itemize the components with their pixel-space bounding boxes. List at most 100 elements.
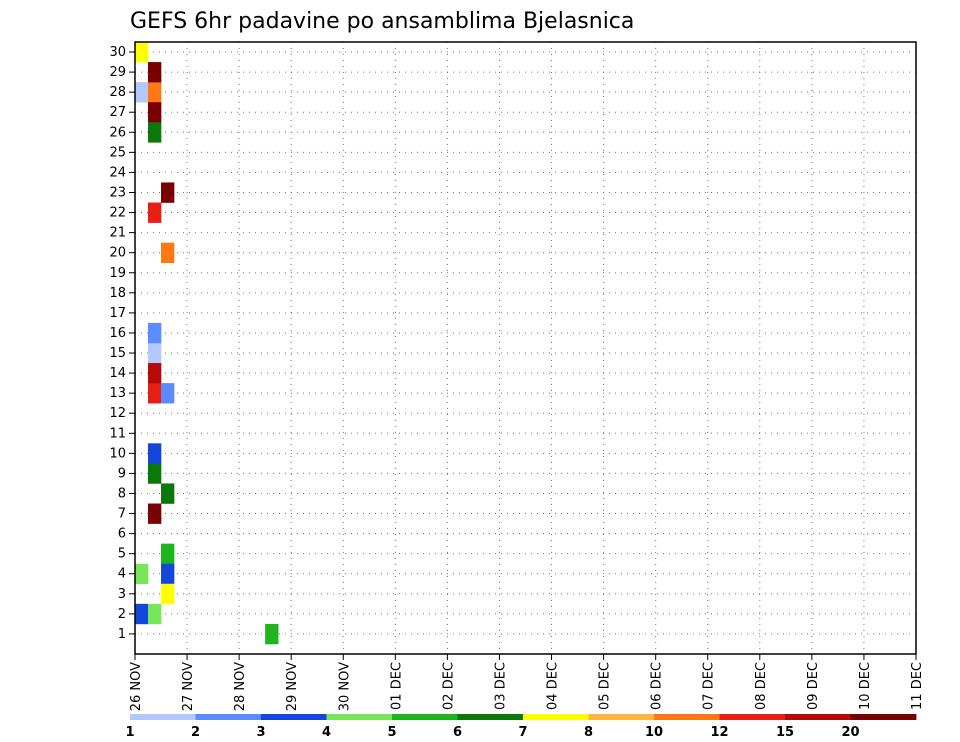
y-tick-label: 24	[109, 165, 126, 180]
x-tick-label: 05 DEC	[598, 662, 613, 710]
y-tick-label: 27	[109, 105, 126, 120]
legend-swatch	[785, 714, 851, 720]
y-tick-label: 8	[118, 486, 126, 501]
heatmap-cell	[135, 42, 149, 63]
heatmap-cell	[148, 102, 162, 123]
y-tick-label: 21	[109, 226, 126, 241]
x-tick-label: 29 NOV	[285, 662, 300, 711]
legend-label: 10	[645, 725, 663, 740]
plot-frame	[134, 41, 917, 655]
heatmap-cell	[148, 82, 162, 103]
x-tick-label: 03 DEC	[493, 662, 508, 710]
y-tick-label: 20	[109, 246, 126, 261]
heatmap-cell	[161, 383, 175, 404]
heatmap-cell	[135, 563, 149, 585]
legend-swatch	[457, 714, 524, 720]
x-tick-label: 11 DEC	[910, 662, 925, 710]
heatmap-cell	[148, 202, 162, 223]
y-tick-label: 18	[109, 286, 126, 301]
x-tick-label: 08 DEC	[754, 662, 769, 710]
x-tick-label: 06 DEC	[650, 662, 665, 710]
y-tick-label: 16	[109, 326, 126, 341]
x-tick-label: 04 DEC	[546, 662, 561, 710]
legend-swatch	[523, 714, 589, 720]
legend-label: 15	[776, 725, 794, 740]
y-tick-label: 28	[109, 85, 126, 100]
heatmap-cell	[161, 182, 175, 203]
x-tick-label: 09 DEC	[806, 662, 821, 710]
y-axis-ticks: 1234567891011121314151617181920212223242…	[109, 45, 135, 642]
x-tick-label: 27 NOV	[181, 662, 196, 711]
heatmap-cell	[148, 603, 162, 625]
y-tick-label: 22	[109, 206, 126, 221]
legend-label: 6	[453, 725, 462, 740]
y-tick-label: 23	[109, 185, 126, 200]
y-tick-label: 10	[109, 446, 126, 461]
legend-swatch	[719, 714, 786, 720]
heatmap-cell	[148, 503, 162, 524]
legend: 1 2 3 4 5 6 7 8 10 12 15 20	[125, 714, 917, 740]
cells-layer	[135, 42, 279, 645]
heatmap-cell	[265, 623, 279, 645]
y-tick-label: 25	[109, 145, 126, 160]
legend-swatch	[195, 714, 262, 720]
x-tick-label: 10 DEC	[858, 662, 873, 710]
legend-label: 5	[387, 725, 396, 740]
heatmap-cell	[148, 363, 162, 384]
y-tick-label: 17	[109, 306, 126, 321]
legend-swatch	[392, 714, 458, 720]
y-tick-label: 15	[109, 346, 126, 361]
heatmap-cell	[148, 463, 162, 484]
legend-swatch	[850, 714, 917, 720]
legend-label: 1	[125, 725, 134, 740]
legend-label: 7	[518, 725, 527, 740]
y-tick-label: 13	[109, 386, 126, 401]
legend-swatch	[130, 714, 196, 720]
y-tick-label: 3	[118, 587, 126, 602]
x-axis-ticks: 26 NOV 27 NOV 28 NOV 29 NOV 30 NOV 01 DEC 02 D…	[129, 654, 925, 711]
y-tick-label: 14	[109, 366, 126, 381]
heatmap-cell	[161, 483, 175, 504]
heatmap-cell	[135, 603, 149, 625]
x-tick-label: 30 NOV	[337, 662, 352, 711]
y-tick-label: 30	[109, 45, 126, 60]
legend-label: 12	[710, 725, 728, 740]
y-tick-label: 7	[118, 507, 126, 522]
heatmap-cell	[161, 583, 175, 605]
heatmap-cell	[161, 543, 175, 565]
legend-label: 20	[841, 725, 859, 740]
y-tick-label: 6	[118, 527, 126, 542]
legend-label: 3	[256, 725, 265, 740]
y-tick-label: 19	[109, 266, 126, 281]
y-tick-label: 11	[109, 426, 126, 441]
y-tick-label: 26	[109, 125, 126, 140]
legend-swatch	[326, 714, 393, 720]
grid-layer	[135, 42, 916, 654]
y-tick-label: 5	[118, 547, 126, 562]
legend-swatch	[588, 714, 655, 720]
y-tick-label: 4	[118, 567, 126, 582]
x-tick-label: 07 DEC	[702, 662, 717, 710]
x-tick-label: 28 NOV	[233, 662, 248, 711]
x-tick-label: 01 DEC	[389, 662, 404, 710]
heatmap-cell	[161, 242, 175, 264]
heatmap-cell	[148, 443, 162, 464]
heatmap-cell	[148, 383, 162, 404]
heatmap-cell	[135, 82, 149, 103]
heatmap-cell	[148, 342, 162, 364]
heatmap-cell	[148, 62, 162, 83]
legend-swatch	[654, 714, 720, 720]
heatmap-cell	[148, 322, 162, 344]
legend-label: 2	[191, 725, 200, 740]
x-tick-label: 02 DEC	[441, 662, 456, 710]
heatmap-cell	[161, 563, 175, 585]
y-tick-label: 29	[109, 65, 126, 80]
legend-label: 4	[322, 725, 331, 740]
y-tick-label: 1	[118, 627, 126, 642]
y-tick-label: 12	[109, 406, 126, 421]
x-tick-label: 26 NOV	[129, 662, 144, 711]
chart-title: GEFS 6hr padavine po ansamblima Bjelasni…	[130, 9, 634, 34]
heatmap-cell	[148, 122, 162, 143]
legend-label: 8	[584, 725, 593, 740]
